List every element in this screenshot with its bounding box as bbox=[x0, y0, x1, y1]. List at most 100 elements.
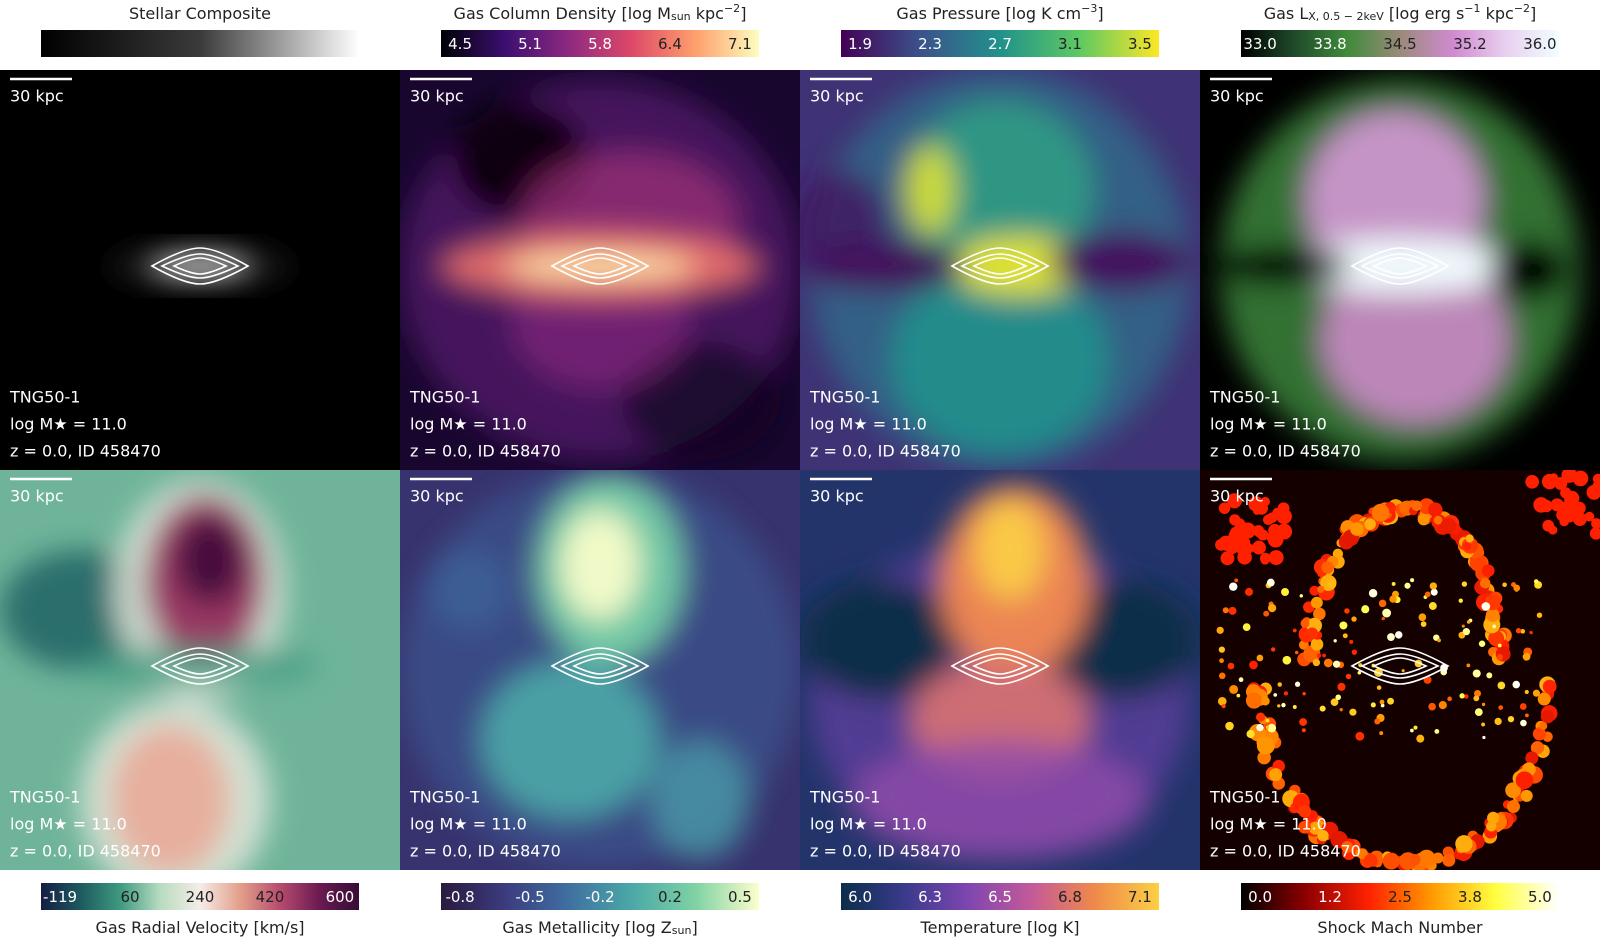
colorbar-tick-label: -119 bbox=[43, 888, 77, 906]
title-segment: ] bbox=[1097, 4, 1103, 23]
shock-cell bbox=[1428, 502, 1443, 517]
colorbar-tick-label: 2.5 bbox=[1388, 888, 1412, 906]
shock-cell bbox=[1474, 690, 1482, 698]
shock-cell bbox=[1255, 502, 1269, 515]
shock-cell bbox=[1292, 628, 1297, 633]
shock-cell bbox=[1235, 518, 1246, 529]
shock-cell bbox=[1260, 696, 1270, 706]
panel: 30 kpc TNG50-1 log M★ = 11.0 z = 0.0, ID 45… bbox=[400, 470, 800, 870]
shock-cell bbox=[1229, 684, 1239, 694]
shock-cell bbox=[1321, 561, 1334, 574]
redshift-label: z = 0.0, ID 458470 bbox=[10, 442, 161, 461]
map-region bbox=[800, 170, 890, 290]
shock-cell bbox=[1242, 623, 1251, 632]
shock-cell bbox=[1382, 852, 1400, 870]
stellar-contour bbox=[1350, 647, 1450, 685]
shock-cell bbox=[1537, 692, 1551, 706]
shock-cell bbox=[1413, 725, 1418, 730]
colorbar-tick-label: 60 bbox=[120, 888, 139, 906]
shock-cell bbox=[1497, 681, 1506, 690]
shock-cell bbox=[1236, 693, 1241, 698]
shock-cell bbox=[1277, 682, 1282, 687]
colorbar-tick-label: 33.8 bbox=[1313, 35, 1346, 53]
shock-cell bbox=[1584, 511, 1595, 522]
shock-cell bbox=[1218, 646, 1226, 653]
shock-cell bbox=[1308, 821, 1322, 835]
stellar-contour bbox=[150, 247, 250, 285]
shock-cell bbox=[1322, 653, 1326, 658]
map-region bbox=[1320, 255, 1510, 425]
stellar-contour bbox=[972, 657, 1028, 675]
mass-label: log M★ = 11.0 bbox=[410, 815, 527, 834]
colorbar-tick-label: 5.0 bbox=[1528, 888, 1552, 906]
map-region bbox=[480, 660, 660, 820]
shock-cell bbox=[1566, 471, 1575, 481]
mass-label: log M★ = 11.0 bbox=[410, 415, 527, 434]
shock-cell bbox=[1339, 621, 1348, 630]
shock-cell bbox=[1256, 736, 1275, 755]
map-region bbox=[110, 725, 230, 870]
shock-cell bbox=[1432, 852, 1444, 864]
shock-cell bbox=[1330, 698, 1339, 707]
stellar-contour bbox=[950, 647, 1050, 685]
redshift-label: z = 0.0, ID 458470 bbox=[10, 842, 161, 861]
map-region bbox=[1280, 238, 1520, 294]
stellar-contour bbox=[160, 653, 240, 679]
shock-cell bbox=[1410, 728, 1414, 733]
colorbar-title: Gas Metallicity [log Zsun] bbox=[502, 918, 697, 938]
shock-cell bbox=[1364, 518, 1376, 530]
redshift-label: z = 0.0, ID 458470 bbox=[1210, 842, 1361, 861]
shock-cell bbox=[1417, 513, 1430, 526]
shock-cell bbox=[1515, 771, 1534, 790]
colorbar bbox=[441, 30, 759, 57]
shock-cell bbox=[1266, 578, 1275, 587]
colorbar-tick-label: -0.2 bbox=[585, 888, 614, 906]
shock-cell bbox=[1227, 662, 1235, 670]
shock-cell bbox=[1488, 630, 1505, 647]
colorbar-tick-label: -0.8 bbox=[445, 888, 474, 906]
colorbar-tick-label: 1.2 bbox=[1318, 888, 1342, 906]
colorbar bbox=[1241, 30, 1559, 57]
shock-cell bbox=[1519, 703, 1527, 710]
shock-cell bbox=[1260, 555, 1270, 565]
shock-cell bbox=[1520, 789, 1533, 802]
title-segment: [log erg s bbox=[1384, 4, 1465, 23]
shock-cell bbox=[1266, 512, 1278, 524]
map-region bbox=[975, 500, 1045, 600]
shock-cell bbox=[1592, 479, 1600, 492]
colorbar-tick-label: 2.3 bbox=[918, 35, 942, 53]
shock-cell bbox=[1361, 605, 1370, 614]
shock-cell bbox=[1252, 540, 1266, 555]
map-region bbox=[430, 550, 510, 630]
colorbar-title: Stellar Composite bbox=[129, 4, 271, 23]
simulation-label: TNG50-1 bbox=[409, 788, 480, 807]
shock-cell bbox=[1349, 639, 1354, 644]
colorbar-tick-label: 2.7 bbox=[988, 35, 1012, 53]
shock-cell bbox=[1225, 721, 1234, 731]
shock-cell bbox=[1220, 551, 1235, 566]
title-segment: sun bbox=[672, 924, 692, 937]
shock-cell bbox=[1374, 718, 1381, 725]
colorbar-tick-label: 34.5 bbox=[1383, 35, 1416, 53]
shock-cell bbox=[1461, 624, 1465, 628]
shock-cell bbox=[1391, 581, 1396, 586]
shock-cell bbox=[1276, 523, 1293, 540]
stellar-contour bbox=[1372, 257, 1428, 275]
shock-cell bbox=[1312, 658, 1321, 667]
title-segment: −1 bbox=[1464, 2, 1480, 15]
shock-cell bbox=[1256, 654, 1264, 662]
shock-cell bbox=[1283, 691, 1289, 696]
colorbar-tick-label: 3.8 bbox=[1458, 888, 1482, 906]
shock-cell bbox=[1542, 679, 1557, 694]
shock-cell bbox=[1332, 660, 1341, 668]
shock-cell bbox=[1310, 638, 1324, 651]
title-segment: ] bbox=[691, 918, 697, 937]
panel: 30 kpc TNG50-1 log M★ = 11.0 z = 0.0, ID 45… bbox=[400, 70, 800, 470]
shock-cell bbox=[1371, 503, 1390, 522]
scale-label: 30 kpc bbox=[10, 487, 64, 506]
shock-cell bbox=[1218, 672, 1226, 680]
title-segment: Gas Metallicity [log Z bbox=[502, 918, 671, 937]
shock-cell bbox=[1351, 616, 1357, 622]
shock-cell bbox=[1300, 618, 1310, 628]
panel: 30 kpc TNG50-1 log M★ = 11.0 z = 0.0, ID 45… bbox=[1200, 470, 1600, 870]
